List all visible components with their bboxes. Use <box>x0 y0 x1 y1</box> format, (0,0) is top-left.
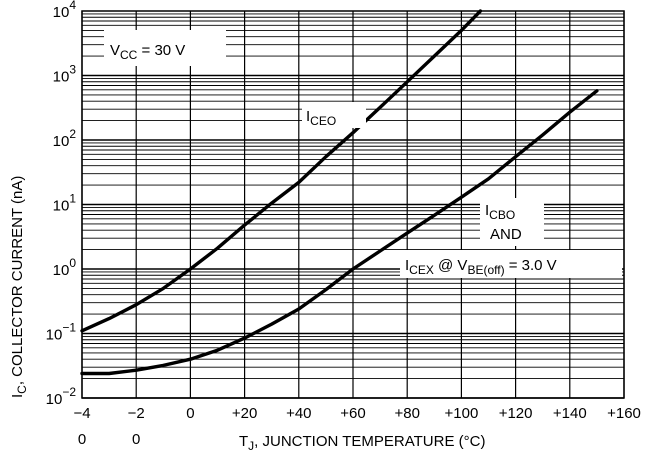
plot-frame <box>81 10 625 399</box>
x-tick-label-wrap: 0 <box>78 431 86 448</box>
series-line-icbo <box>80 89 599 376</box>
x-tick-label: −2 <box>128 405 145 422</box>
y-axis-label-main: I <box>9 394 26 398</box>
y-axis-label-rest: , COLLECTOR CURRENT (nA) <box>9 176 26 385</box>
x-tick-label: +80 <box>394 405 419 422</box>
iceo-main: I <box>306 108 310 125</box>
y-axis-label-sub: C <box>15 385 29 394</box>
icex-sub2: BE(off) <box>467 263 504 277</box>
iceo-sub: CEO <box>310 114 336 128</box>
x-tick-label: +140 <box>553 405 587 422</box>
x-axis-label-sub: J <box>248 439 254 453</box>
series-layer <box>80 9 599 376</box>
and-label: AND <box>490 226 522 243</box>
svg-text:VCC = 30 V: VCC = 30 V <box>110 42 185 62</box>
icbo-annotation: ICBO AND <box>480 198 544 246</box>
y-axis-label: IC, COLLECTOR CURRENT (nA) <box>9 176 29 398</box>
icbo-main: I <box>485 202 489 219</box>
y-tick-label: 10−2 <box>46 385 77 408</box>
series-line-iceo <box>80 9 483 333</box>
iceo-annotation: ICEO <box>302 102 366 128</box>
y-tick-label: 102 <box>53 127 77 150</box>
icex-rest: = 3.0 V <box>505 257 557 274</box>
x-tick-label: +40 <box>286 405 311 422</box>
x-tick-label: +160 <box>607 405 641 422</box>
x-tick-label: +20 <box>232 405 257 422</box>
x-axis-label: TJ, JUNCTION TEMPERATURE (°C) <box>239 433 485 453</box>
vcc-main: V <box>110 42 120 59</box>
y-tick-label: 100 <box>53 256 77 279</box>
x-tick-label: −4 <box>73 405 90 422</box>
y-tick-label: 10−1 <box>46 321 77 344</box>
x-tick-label: 0 <box>186 405 194 422</box>
y-tick-label: 103 <box>53 63 77 86</box>
icbo-sub: CBO <box>489 208 515 222</box>
tick-labels: −4 0 −2 0 0 +20 +40 +60 +80 +100 +120 +140 +160 10−2 1… <box>46 0 641 448</box>
vcc-rest: = 30 V <box>137 42 185 59</box>
svg-text:ICEO: ICEO <box>306 108 336 128</box>
icex-annotation: ICEX @ VBE(off) = 3.0 V <box>400 250 622 278</box>
x-tick-label: +100 <box>445 405 479 422</box>
y-tick-label: 104 <box>53 0 77 21</box>
x-tick-label-wrap: 0 <box>132 431 140 448</box>
icex-main: I <box>405 257 409 274</box>
vcc-annotation: VCC = 30 V <box>104 30 226 66</box>
x-axis-label-main: T <box>239 433 248 450</box>
svg-text:ICEX @ VBE(off) = 3.0 V: ICEX @ VBE(off) = 3.0 V <box>405 257 557 277</box>
vcc-sub: CC <box>120 48 138 62</box>
icex-sub: CEX <box>409 263 434 277</box>
x-axis-label-rest: , JUNCTION TEMPERATURE (°C) <box>254 433 485 450</box>
y-tick-label: 101 <box>53 192 77 215</box>
icex-mid: @ V <box>434 257 468 274</box>
x-tick-label: +120 <box>499 405 533 422</box>
x-tick-label: +60 <box>340 405 365 422</box>
svg-text:ICBO: ICBO <box>485 202 515 222</box>
